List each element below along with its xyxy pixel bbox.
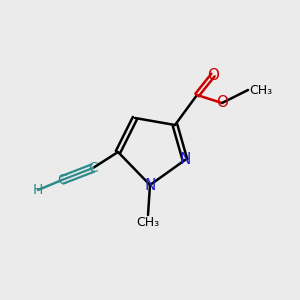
Text: C: C <box>88 161 98 175</box>
Text: CH₃: CH₃ <box>136 217 160 230</box>
Text: O: O <box>216 95 228 110</box>
Text: O: O <box>207 68 219 82</box>
Text: N: N <box>179 152 191 167</box>
Text: H: H <box>33 183 43 197</box>
Text: C: C <box>57 173 67 187</box>
Text: CH₃: CH₃ <box>250 83 273 97</box>
Text: N: N <box>144 178 156 193</box>
